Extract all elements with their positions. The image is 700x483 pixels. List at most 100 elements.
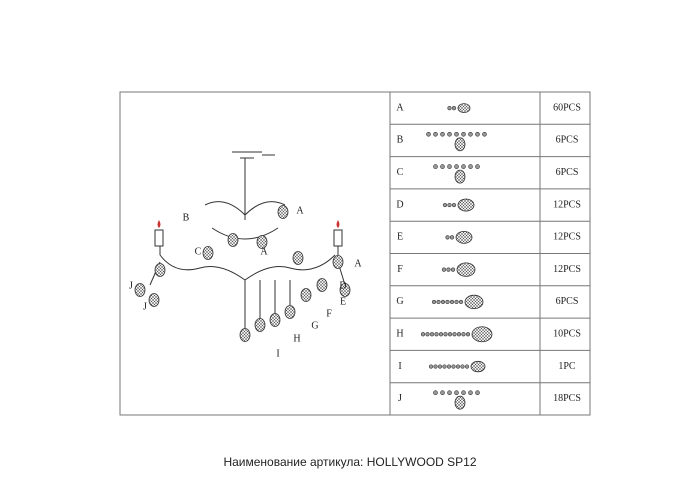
callout-label: E (340, 296, 346, 307)
bead (446, 364, 452, 369)
bead (445, 299, 450, 305)
pendant (454, 169, 466, 184)
pendant (134, 283, 146, 297)
bead (442, 364, 447, 369)
bead (475, 132, 480, 137)
bead (468, 164, 473, 169)
item-count: 1PC (558, 361, 576, 372)
callout-label: C (195, 246, 202, 257)
item-count: 12PCS (553, 232, 581, 243)
bead (454, 164, 459, 169)
callout-label: H (293, 333, 300, 344)
bead (461, 132, 466, 137)
item-count: 6PCS (556, 167, 579, 178)
item-letter: B (397, 135, 404, 146)
bead (442, 202, 448, 208)
chandelier-drawing (134, 151, 351, 342)
pendant (454, 137, 466, 152)
bead (426, 132, 431, 137)
pendant (300, 288, 312, 302)
item-count: 60PCS (553, 102, 581, 113)
callout-label: J (129, 280, 133, 291)
pendant (292, 251, 304, 265)
callout-label: B (183, 212, 190, 223)
item-count: 18PCS (553, 393, 581, 404)
item-letter: C (397, 167, 404, 178)
pendant (332, 255, 344, 269)
bead (450, 267, 456, 272)
item-count: 10PCS (553, 329, 581, 340)
bead (447, 106, 452, 111)
bead (445, 235, 450, 240)
bead (464, 364, 470, 369)
item-count: 12PCS (553, 264, 581, 275)
bead (456, 332, 462, 337)
bead (446, 267, 451, 272)
callout-label: I (276, 348, 279, 359)
item-letter: H (396, 329, 403, 340)
pendant (239, 328, 251, 342)
bead (438, 332, 444, 337)
pendant (254, 318, 266, 332)
callout-label: F (326, 308, 332, 319)
bead (482, 132, 487, 137)
bead (437, 364, 443, 369)
item-letter: G (396, 296, 403, 307)
bead (429, 332, 435, 337)
bead (447, 132, 452, 137)
pendant (454, 395, 466, 410)
bead (447, 164, 452, 169)
item-count: 6PCS (556, 296, 579, 307)
bead (451, 364, 456, 369)
pendant (457, 103, 471, 114)
item-letter: J (398, 393, 402, 404)
bead (455, 364, 461, 369)
bead (465, 332, 471, 337)
item-letter: I (398, 361, 401, 372)
bead (458, 299, 464, 305)
bead (434, 332, 439, 337)
bead (454, 390, 459, 396)
pendant (339, 283, 351, 297)
bead (449, 299, 455, 305)
item-letter: D (396, 199, 403, 210)
pendant (154, 263, 166, 277)
pendant (277, 205, 289, 219)
item-count: 6PCS (556, 135, 579, 146)
item-count: 12PCS (553, 199, 581, 210)
bead (460, 364, 465, 369)
bead (461, 332, 466, 337)
bead (440, 132, 445, 137)
item-letter: E (397, 232, 403, 243)
bead (461, 390, 466, 396)
pendant (456, 262, 476, 277)
bead (468, 390, 473, 396)
bead (447, 390, 452, 396)
pendant (470, 360, 486, 373)
pendant (471, 326, 493, 343)
item-letter: F (397, 264, 403, 275)
bead (454, 299, 459, 305)
pendant (316, 278, 328, 292)
pendant (148, 293, 160, 307)
pendant (269, 313, 281, 327)
bead (433, 164, 438, 169)
bead (449, 235, 455, 240)
pendant (455, 230, 473, 244)
bead (447, 202, 452, 208)
bead (431, 299, 437, 305)
bead (433, 364, 438, 369)
bead (428, 364, 434, 369)
callout-label: G (311, 320, 318, 331)
bead (440, 164, 445, 169)
pendant (464, 294, 484, 310)
caption: Наименование артикула: HOLLYWOOD SP12 (223, 455, 476, 469)
pendant (284, 305, 296, 319)
bead (425, 332, 430, 337)
bead (468, 132, 473, 137)
bead (443, 332, 448, 337)
bead (451, 106, 457, 111)
bead (475, 390, 480, 396)
callout-label: A (296, 205, 304, 216)
